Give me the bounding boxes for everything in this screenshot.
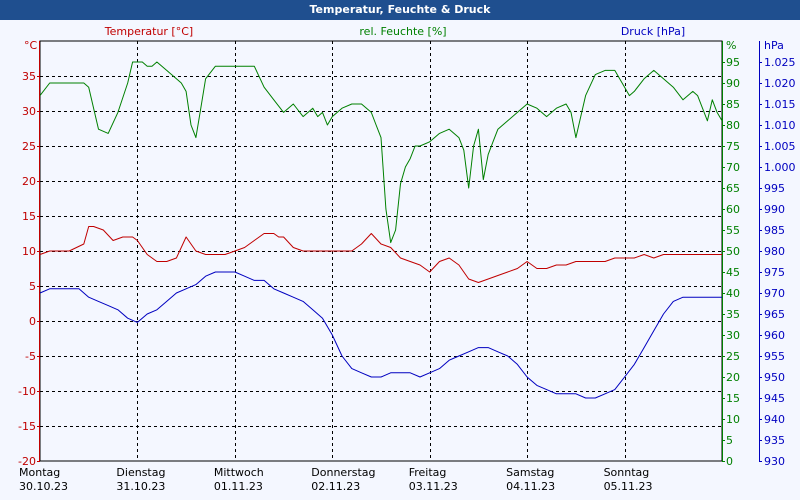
legend-pressure: Druck [hPa] bbox=[621, 25, 685, 38]
humidity-tick-label: 5 bbox=[726, 434, 733, 447]
temperature-tick-label: 30 bbox=[22, 105, 36, 118]
pressure-tick-label: 980 bbox=[764, 245, 785, 258]
x-day-label: Freitag bbox=[409, 466, 447, 479]
humidity-tick-label: 40 bbox=[726, 287, 740, 300]
pressure-axis-labels: 930 935 940 945 950 955 960 965 970 975 980 985 990 9… bbox=[759, 39, 796, 468]
x-date-label: 05.11.23 bbox=[604, 480, 653, 493]
temperature-line bbox=[39, 226, 722, 283]
humidity-tick-label: 85 bbox=[726, 98, 740, 111]
humidity-tick-label: 60 bbox=[726, 203, 740, 216]
x-date-label: 02.11.23 bbox=[311, 480, 360, 493]
pressure-tick-label: 930 bbox=[764, 455, 785, 468]
x-day-label: Montag bbox=[19, 466, 60, 479]
pressure-tick-label: 1.020 bbox=[764, 77, 796, 90]
legend-humidity: rel. Feuchte [%] bbox=[359, 25, 446, 38]
pressure-tick-label: 950 bbox=[764, 371, 785, 384]
chart-panel: -20 -15 -10 -5 0 5 10 15 20 25 30 35 °C 0 5 10 15 20 25 30… bbox=[0, 20, 800, 500]
pressure-tick-label: 975 bbox=[764, 266, 785, 279]
x-date-label: 31.10.23 bbox=[116, 480, 165, 493]
temperature-tick-label: 20 bbox=[22, 175, 36, 188]
temperature-tick-label: -5 bbox=[25, 350, 36, 363]
pressure-tick-label: 1.000 bbox=[764, 161, 796, 174]
pressure-tick-label: 985 bbox=[764, 224, 785, 237]
humidity-tick-label: 55 bbox=[726, 224, 740, 237]
chart-title: Temperatur, Feuchte & Druck bbox=[0, 0, 800, 20]
humidity-line bbox=[39, 61, 723, 244]
x-day-label: Dienstag bbox=[116, 466, 165, 479]
humidity-tick-label: 45 bbox=[726, 266, 740, 279]
chart-svg: -20 -15 -10 -5 0 5 10 15 20 25 30 35 °C 0 5 10 15 20 25 30… bbox=[18, 25, 796, 493]
pressure-unit: hPa bbox=[764, 39, 784, 52]
humidity-tick-label: 35 bbox=[726, 308, 740, 321]
pressure-tick-label: 995 bbox=[764, 182, 785, 195]
temperature-tick-label: -10 bbox=[18, 385, 36, 398]
x-date-label: 30.10.23 bbox=[19, 480, 68, 493]
x-date-label: 01.11.23 bbox=[214, 480, 263, 493]
series-group bbox=[39, 61, 723, 399]
pressure-tick-label: 990 bbox=[764, 203, 785, 216]
temperature-tick-label: 15 bbox=[22, 210, 36, 223]
temperature-tick-label: -15 bbox=[18, 420, 36, 433]
temperature-tick-label: 35 bbox=[22, 70, 36, 83]
temperature-unit: °C bbox=[24, 39, 38, 52]
humidity-tick-label: 0 bbox=[726, 455, 733, 468]
temperature-tick-label: -20 bbox=[18, 455, 36, 468]
pressure-tick-label: 1.005 bbox=[764, 140, 796, 153]
x-day-label: Sonntag bbox=[604, 466, 650, 479]
x-day-label: Donnerstag bbox=[311, 466, 375, 479]
pressure-line bbox=[39, 271, 722, 399]
temperature-tick-label: 10 bbox=[22, 245, 36, 258]
pressure-tick-label: 935 bbox=[764, 434, 785, 447]
humidity-tick-label: 50 bbox=[726, 245, 740, 258]
humidity-axis-labels: 0 5 10 15 20 25 30 35 40 45 50 55 60 65 70 75 80 85 90 95% bbox=[722, 39, 740, 468]
pressure-tick-label: 1.010 bbox=[764, 119, 796, 132]
left-axis-labels: -20 -15 -10 -5 0 5 10 15 20 25 30 35 °C bbox=[18, 39, 40, 468]
humidity-tick-label: 65 bbox=[726, 182, 740, 195]
temperature-tick-label: 5 bbox=[29, 280, 36, 293]
gridlines bbox=[39, 40, 760, 462]
pressure-tick-label: 940 bbox=[764, 413, 785, 426]
humidity-tick-label: 20 bbox=[726, 371, 740, 384]
pressure-tick-label: 1.025 bbox=[764, 56, 796, 69]
x-day-label: Mittwoch bbox=[214, 466, 264, 479]
humidity-tick-label: 95 bbox=[726, 56, 740, 69]
humidity-tick-label: 80 bbox=[726, 119, 740, 132]
humidity-unit: % bbox=[726, 39, 736, 52]
x-date-label: 04.11.23 bbox=[506, 480, 555, 493]
legend: Temperatur [°C] rel. Feuchte [%] Druck [hP… bbox=[104, 25, 685, 38]
temperature-tick-label: 25 bbox=[22, 140, 36, 153]
humidity-tick-label: 90 bbox=[726, 77, 740, 90]
pressure-tick-label: 955 bbox=[764, 350, 785, 363]
pressure-tick-label: 970 bbox=[764, 287, 785, 300]
humidity-tick-label: 10 bbox=[726, 413, 740, 426]
pressure-tick-label: 1.015 bbox=[764, 98, 796, 111]
pressure-tick-label: 945 bbox=[764, 392, 785, 405]
pressure-tick-label: 960 bbox=[764, 329, 785, 342]
humidity-tick-label: 15 bbox=[726, 392, 740, 405]
humidity-tick-label: 25 bbox=[726, 350, 740, 363]
humidity-tick-label: 75 bbox=[726, 140, 740, 153]
legend-temperature: Temperatur [°C] bbox=[104, 25, 193, 38]
pressure-tick-label: 965 bbox=[764, 308, 785, 321]
x-date-label: 03.11.23 bbox=[409, 480, 458, 493]
humidity-tick-label: 30 bbox=[726, 329, 740, 342]
x-day-label: Samstag bbox=[506, 466, 554, 479]
temperature-tick-label: 0 bbox=[29, 315, 36, 328]
humidity-tick-label: 70 bbox=[726, 161, 740, 174]
